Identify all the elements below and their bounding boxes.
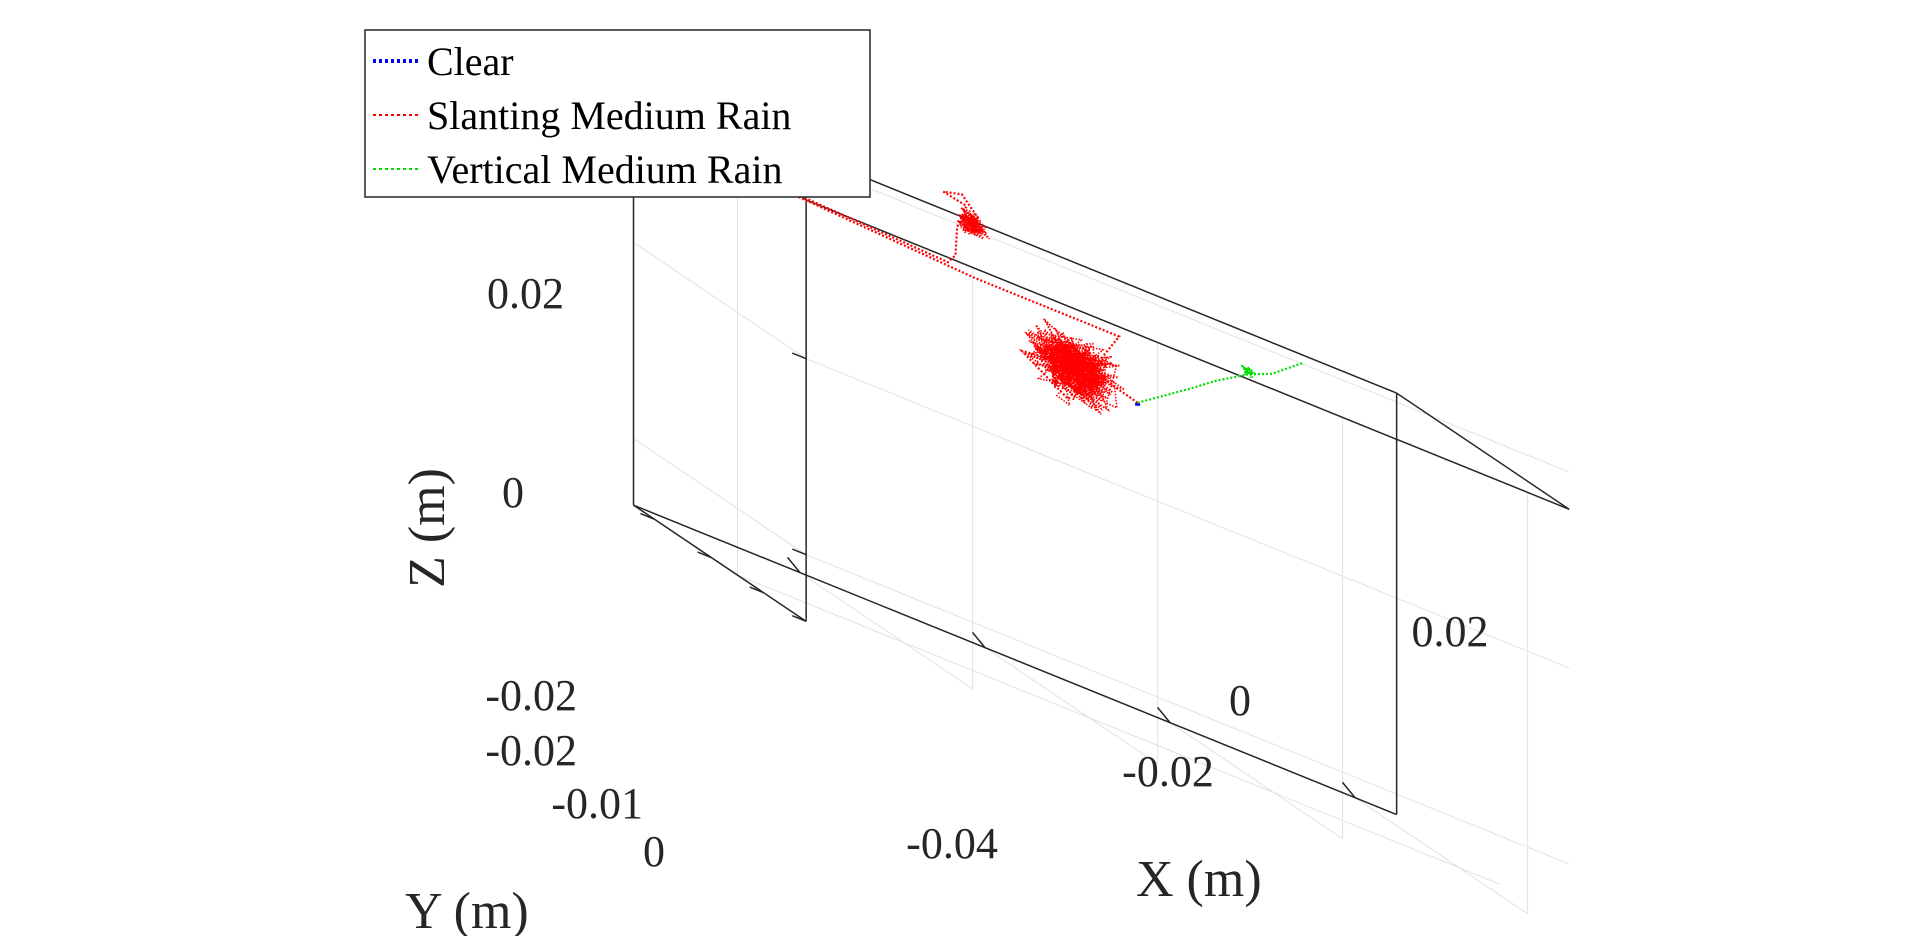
x-axis-label: X (m) — [1136, 851, 1262, 908]
grid-line-y-floor — [737, 574, 1501, 885]
z-tick-label: 0 — [502, 468, 524, 517]
y-axis-label: Y (m) — [405, 883, 529, 936]
y-tick — [697, 551, 712, 559]
axes-edge — [633, 504, 807, 622]
grid-line-x-floor — [1354, 797, 1528, 915]
x-tick — [971, 631, 986, 649]
y-tick-label: -0.01 — [551, 779, 643, 828]
legend-label: Clear — [427, 39, 514, 84]
series-group — [614, 111, 1305, 415]
x-tick-label: 0 — [1229, 676, 1251, 725]
series-slanting-medium-rain — [614, 111, 1139, 415]
y-tick — [640, 512, 655, 520]
legend: Clear Slanting Medium Rain Vertical Medium… — [364, 29, 871, 198]
tick-marks — [640, 156, 1356, 799]
x-tick — [1341, 781, 1356, 799]
grid-line-z-back — [805, 358, 1570, 669]
x-tick-label: 0.02 — [1412, 607, 1489, 656]
axes-edge — [1396, 392, 1570, 510]
y-tick-label: -0.02 — [485, 671, 577, 720]
series-cluster — [1022, 318, 1125, 415]
y-tick-label: 0 — [643, 827, 665, 876]
legend-label: Slanting Medium Rain — [427, 93, 791, 138]
x-tick-label: -0.04 — [906, 819, 998, 868]
z-tick — [791, 548, 807, 556]
series-vertical-medium-rain — [1137, 361, 1305, 404]
y-tick — [791, 615, 807, 623]
y-tick — [749, 586, 764, 594]
x-tick — [786, 556, 801, 574]
x-tick-label: -0.02 — [1122, 747, 1214, 796]
series-cluster — [1240, 364, 1256, 379]
x-tick — [1156, 706, 1171, 724]
grid-line-z-back — [805, 162, 1570, 473]
z-axis-label: Z (m) — [399, 468, 456, 588]
grid-line-z-side — [633, 438, 807, 556]
axes-edge — [805, 199, 1570, 511]
grid-line-x-floor — [1169, 722, 1343, 840]
grid-line-z-back — [805, 554, 1570, 865]
grid-line-z-side — [633, 242, 807, 360]
legend-label: Vertical Medium Rain — [427, 147, 782, 192]
grid-line-x-floor — [984, 647, 1158, 765]
axes-edge — [633, 504, 1397, 816]
legend-box — [364, 29, 871, 198]
y-tick-label: -0.02 — [485, 726, 577, 775]
grid-line-x-floor — [799, 572, 973, 690]
series-cluster — [956, 207, 990, 240]
z-tick-label: 0.02 — [487, 269, 564, 318]
series-line — [614, 111, 1139, 404]
z-tick — [791, 352, 807, 360]
